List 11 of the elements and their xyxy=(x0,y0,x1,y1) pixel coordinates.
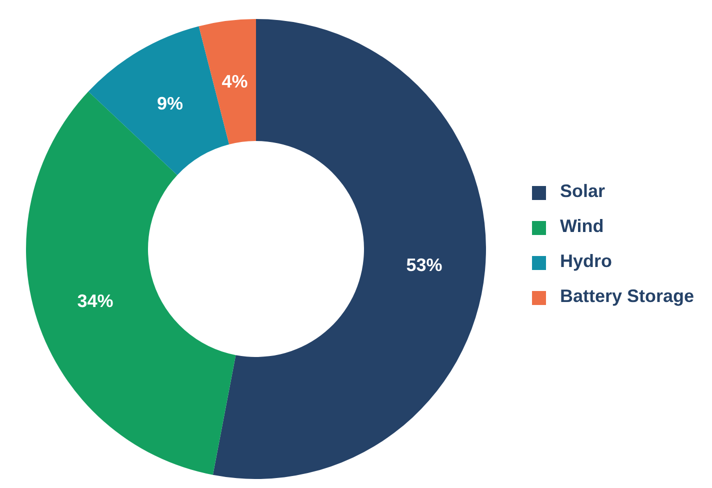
legend-label: Hydro xyxy=(560,251,612,271)
data-label: 34% xyxy=(77,291,114,312)
data-label: 4% xyxy=(222,71,248,92)
data-label: 9% xyxy=(156,94,183,114)
donut-slice xyxy=(26,92,236,475)
legend-label: Solar xyxy=(560,181,605,201)
legend-label: Battery Storage xyxy=(560,286,694,306)
data-label: 53% xyxy=(406,254,442,275)
legend-label: Wind xyxy=(560,216,604,236)
donut-slice xyxy=(198,19,256,144)
donut-slice xyxy=(212,19,486,479)
